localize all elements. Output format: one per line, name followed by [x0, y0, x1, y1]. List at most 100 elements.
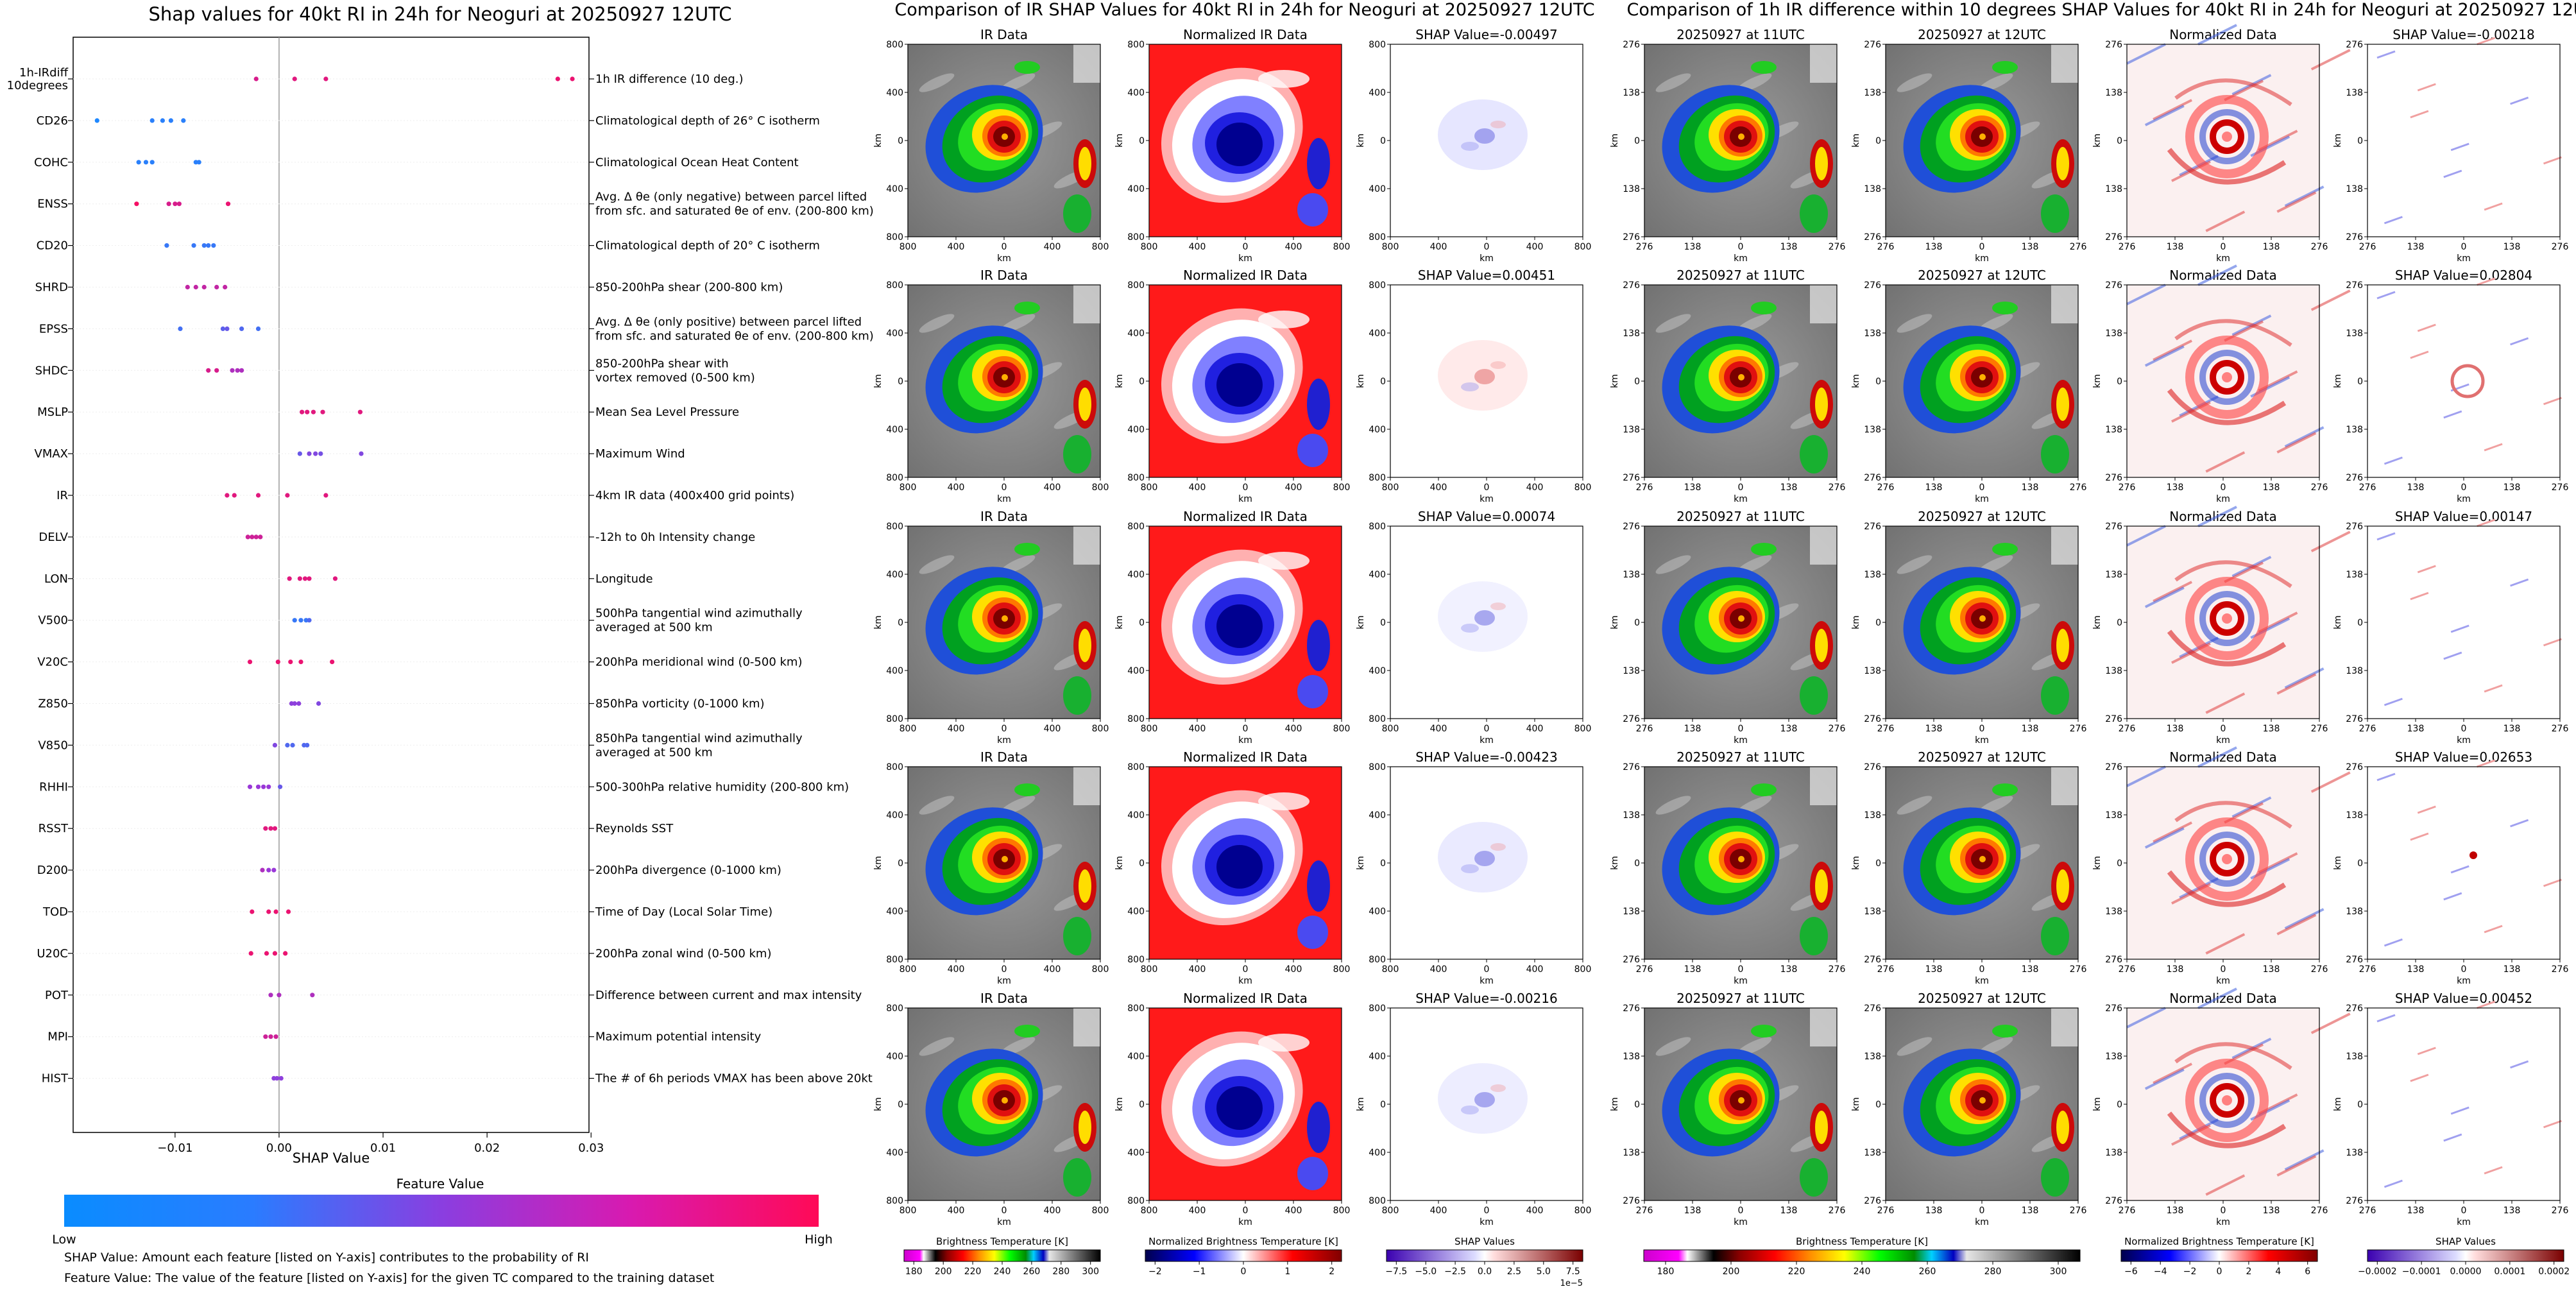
eye	[1979, 133, 1986, 140]
ytick-label: 400	[1369, 907, 1386, 917]
normdiff-background	[2127, 1008, 2319, 1200]
xtick-label: 138	[2503, 242, 2521, 252]
shap-point	[302, 576, 308, 581]
cloud-streak	[1655, 73, 1691, 92]
cloud-band-yellow	[1079, 388, 1091, 421]
diff-ring-mid	[2199, 832, 2255, 887]
normdiff-background	[2127, 526, 2319, 719]
xtick-label: 0	[1243, 1206, 1249, 1216]
norm-band2	[1297, 675, 1328, 708]
ytick-label: 276	[1623, 714, 1640, 724]
cloud-streak	[1897, 796, 1932, 815]
cloud-white	[2051, 526, 2078, 565]
shap-point	[214, 368, 219, 373]
shap-point	[225, 326, 230, 331]
xtick-label: 800	[1141, 1206, 1158, 1216]
ytick-label: 800	[1127, 280, 1145, 291]
feature-code-label: HIST	[42, 1072, 69, 1086]
xtick-label: 0	[2221, 724, 2226, 734]
subplot-title: IR Data	[980, 991, 1028, 1006]
ytick-label: 138	[1864, 88, 1881, 98]
ytick-label: 800	[886, 1003, 903, 1014]
shap-point	[230, 368, 235, 373]
ytick-label: 800	[886, 762, 903, 773]
xtick-label: 138	[2407, 964, 2425, 975]
shap-point	[332, 576, 338, 581]
shap-point	[296, 701, 302, 706]
shap-point	[245, 534, 250, 540]
xtick-label: 276	[2552, 482, 2569, 493]
cloud-streak	[1897, 314, 1932, 333]
cloud-patch	[1014, 543, 1040, 556]
colorbar-bar	[2120, 1249, 2318, 1262]
colorbar-tick-label: 0.0002	[2538, 1267, 2570, 1277]
ytick-label: 0	[2357, 858, 2363, 869]
cloud-band-yellow	[1815, 869, 1828, 903]
xaxis-label: km	[1480, 735, 1494, 746]
normdiff-background	[2127, 767, 2319, 959]
shapdiff-streak	[2417, 323, 2436, 332]
shap-point	[239, 326, 244, 331]
xtick-label: 138	[1925, 964, 1943, 975]
diff-streak	[2197, 746, 2237, 768]
subplot-title: Normalized Data	[2169, 749, 2277, 765]
ytick-label: 0	[1139, 858, 1145, 869]
ytick-label: 138	[1623, 88, 1640, 98]
cloud-white	[1073, 526, 1100, 565]
feature-row: DELV -12h to 0h Intensity change	[38, 531, 755, 544]
cloud-white	[1810, 767, 1837, 805]
xtick-label: 276	[2552, 1206, 2569, 1216]
shap-point	[268, 826, 273, 831]
shapdiff-streak	[2543, 1120, 2563, 1129]
norm-darkblue	[1216, 363, 1263, 407]
shap-point	[272, 826, 278, 831]
xtick-label: 400	[1526, 964, 1544, 975]
shapdiff-streak	[2410, 1073, 2429, 1082]
feature-code-label: IR	[56, 489, 68, 502]
yaxis-label: km	[873, 1097, 883, 1111]
xtick-label: 276	[2119, 1206, 2136, 1216]
colorbar-tick-label: 240	[1854, 1267, 1871, 1277]
eye	[1738, 615, 1744, 622]
shap-point	[247, 784, 253, 789]
feature-row: SHRD 850-200hPa shear (200-800 km)	[35, 281, 783, 295]
colorbar-tick-label: 300	[1082, 1267, 1099, 1277]
diff-ring-inner	[2210, 842, 2244, 876]
shap-point	[232, 493, 237, 498]
xaxis-label: km	[1734, 494, 1748, 504]
cloud-band-yellow	[2056, 869, 2069, 903]
diff-ring-outer	[2185, 577, 2269, 660]
xtick-label: 276	[2359, 1206, 2376, 1216]
subplot-title: 20250927 at 11UTC	[1676, 749, 1805, 765]
shapdiff-background	[2367, 1008, 2560, 1200]
colorbar-tick-label: −7.5	[1385, 1267, 1407, 1277]
shap-core	[1474, 1092, 1495, 1107]
xtick-label: 0	[2461, 482, 2467, 493]
diff-ring-mid	[2199, 1073, 2255, 1128]
xtick-label: 276	[2552, 964, 2569, 975]
shapdiff-streak	[2376, 1014, 2396, 1023]
colorbar-tick-label: 300	[2050, 1267, 2067, 1277]
ytick-label: 276	[2346, 232, 2363, 243]
cloud-band-yellow	[1079, 1111, 1091, 1144]
diff-streak	[2197, 264, 2237, 286]
cloud-patch	[1014, 61, 1040, 74]
cloud-white	[1073, 767, 1100, 805]
xtick-label: 0	[1484, 964, 1490, 975]
xtick-label: 400	[1285, 1206, 1302, 1216]
ytick-label: 138	[1864, 570, 1881, 580]
subplot-title: SHAP Value=0.00074	[1418, 509, 1555, 524]
ytick-label: 0	[1139, 1100, 1145, 1110]
ytick-label: 0	[1380, 377, 1386, 387]
xtick-label: 138	[1684, 1206, 1702, 1216]
feature-code-label: V500	[38, 614, 68, 627]
ytick-label: 800	[1369, 1196, 1386, 1206]
subplot-title: Normalized IR Data	[1183, 991, 1308, 1006]
norm-band	[1307, 1102, 1330, 1153]
diff-ring-outer	[2185, 1059, 2269, 1142]
xtick-label: 138	[2407, 1206, 2425, 1216]
shap-point	[272, 742, 278, 747]
